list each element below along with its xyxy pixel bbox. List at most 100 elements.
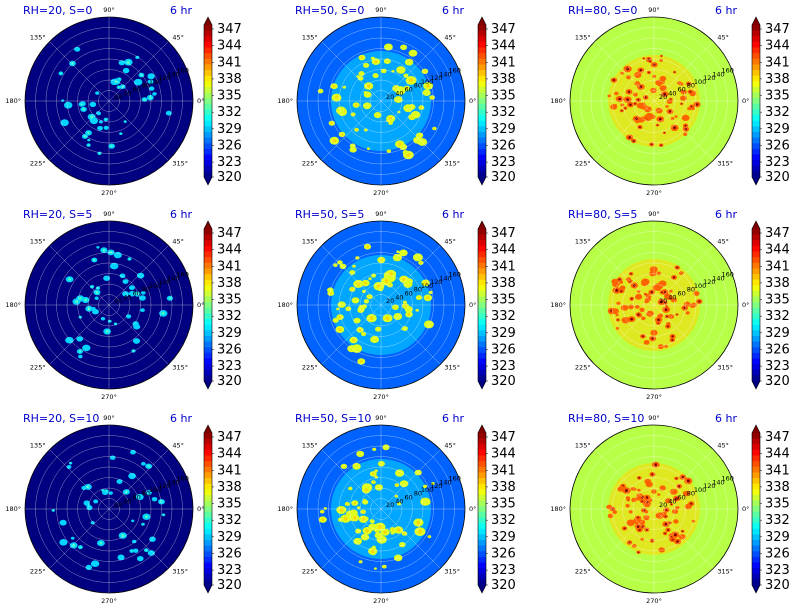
colorbar-segment — [478, 47, 486, 54]
colorbar-segment — [204, 364, 212, 371]
convective-cell — [74, 46, 81, 52]
cell-core — [428, 535, 431, 538]
convective-cell — [149, 536, 156, 542]
cell-core — [93, 258, 96, 262]
angle-tick-label: 45° — [172, 34, 184, 42]
colorbar-segment — [752, 171, 760, 178]
cell-core — [663, 92, 667, 96]
polar-frame — [296, 424, 466, 594]
colorbar-segment — [752, 47, 760, 54]
cell-core — [364, 281, 368, 285]
colorbar-segment — [478, 461, 486, 468]
convective-cell — [356, 75, 360, 78]
convective-cell — [687, 107, 692, 111]
colorbar-segment — [204, 137, 212, 144]
colorbar-extend-min — [752, 585, 760, 593]
angle-tick-label: 0° — [197, 97, 204, 105]
colorbar-tick-label: 326 — [765, 546, 790, 561]
cell-core — [409, 78, 414, 83]
colorbar-segment — [752, 296, 760, 303]
angle-tick-label: 180° — [550, 505, 566, 513]
radial-tick-label: 140 — [167, 478, 179, 486]
colorbar-tick-label: 344 — [491, 39, 516, 54]
cell-core — [87, 131, 90, 134]
convective-cell — [411, 111, 421, 119]
convective-cell — [607, 513, 614, 519]
colorbar-tick-label: 344 — [217, 39, 242, 54]
cell-core — [130, 550, 133, 552]
radial-tick-label: 80 — [142, 82, 150, 90]
colorbar-segment — [204, 81, 212, 88]
colorbar-segment — [204, 92, 212, 99]
colorbar-segment — [752, 30, 760, 37]
convective-cell — [612, 510, 618, 514]
convective-cell — [620, 304, 629, 311]
angle-tick-label: 45° — [444, 442, 456, 450]
cell-core — [128, 258, 131, 260]
angle-tick-label: 315° — [717, 567, 733, 575]
colorbar-segment — [478, 369, 486, 376]
convective-cell — [415, 132, 424, 139]
colorbar-tick-label: 326 — [491, 138, 516, 153]
cell-core — [651, 337, 654, 340]
radial-tick-label: 100 — [421, 78, 433, 86]
colorbar-tick-label: 320 — [491, 170, 516, 185]
cell-core — [656, 124, 659, 126]
cell-core — [369, 316, 374, 321]
colorbar-segment — [752, 165, 760, 172]
colorbar-segment — [204, 240, 212, 247]
cell-core — [658, 117, 662, 121]
angular-gridline — [49, 41, 110, 102]
colorbar-segment — [478, 335, 486, 342]
radial-tick-label: 80 — [687, 286, 695, 294]
radial-tick-label: 40 — [668, 293, 676, 301]
cell-core — [353, 265, 355, 267]
convective-cell — [634, 518, 642, 524]
angle-tick-label: 90° — [648, 6, 660, 14]
radial-tick-label: 140 — [712, 274, 724, 282]
convective-cell — [353, 537, 363, 545]
convective-cell — [645, 481, 653, 488]
colorbar-segment — [478, 573, 486, 580]
angle-tick-label: 270° — [646, 393, 662, 401]
colorbar-segment — [752, 36, 760, 43]
convective-cell — [396, 250, 400, 253]
angle-tick-label: 45° — [172, 238, 184, 246]
convective-cell — [632, 92, 638, 97]
angular-gridline — [653, 304, 714, 365]
cell-core — [426, 296, 430, 300]
convective-cell — [345, 306, 352, 312]
colorbar-segment — [478, 115, 486, 122]
convective-cell — [685, 311, 690, 315]
colorbar-tick-label: 332 — [491, 105, 516, 120]
colorbar-tick-label: 320 — [765, 170, 790, 185]
panel-label: RH=80, S=0 — [568, 4, 637, 17]
angle-tick-label: 90° — [375, 6, 387, 14]
cell-core — [639, 85, 643, 89]
cell-core — [366, 84, 371, 88]
cell-core — [362, 510, 365, 513]
convective-cell — [128, 472, 136, 480]
radial-tick-label: 100 — [694, 78, 706, 86]
convective-cell — [382, 444, 390, 451]
cell-core — [690, 502, 693, 505]
cell-core — [664, 522, 668, 526]
polar-frame — [569, 220, 739, 390]
colorbar-segment — [478, 131, 486, 138]
colorbar-segment — [204, 500, 212, 507]
angle-tick-label: 315° — [444, 567, 460, 575]
colorbar-segment — [478, 489, 486, 496]
cells-layer — [58, 46, 172, 155]
convective-cell — [149, 86, 155, 91]
angular-gridline — [594, 449, 655, 510]
cell-core — [665, 508, 668, 511]
radial-tick-label: 40 — [395, 497, 403, 505]
colorbar-segment — [752, 268, 760, 275]
colorbar-segment — [478, 75, 486, 82]
colorbar-segment — [478, 137, 486, 144]
angular-gridline — [49, 508, 110, 569]
radial-tick-label: 20 — [114, 93, 122, 101]
cell-core — [99, 541, 103, 545]
